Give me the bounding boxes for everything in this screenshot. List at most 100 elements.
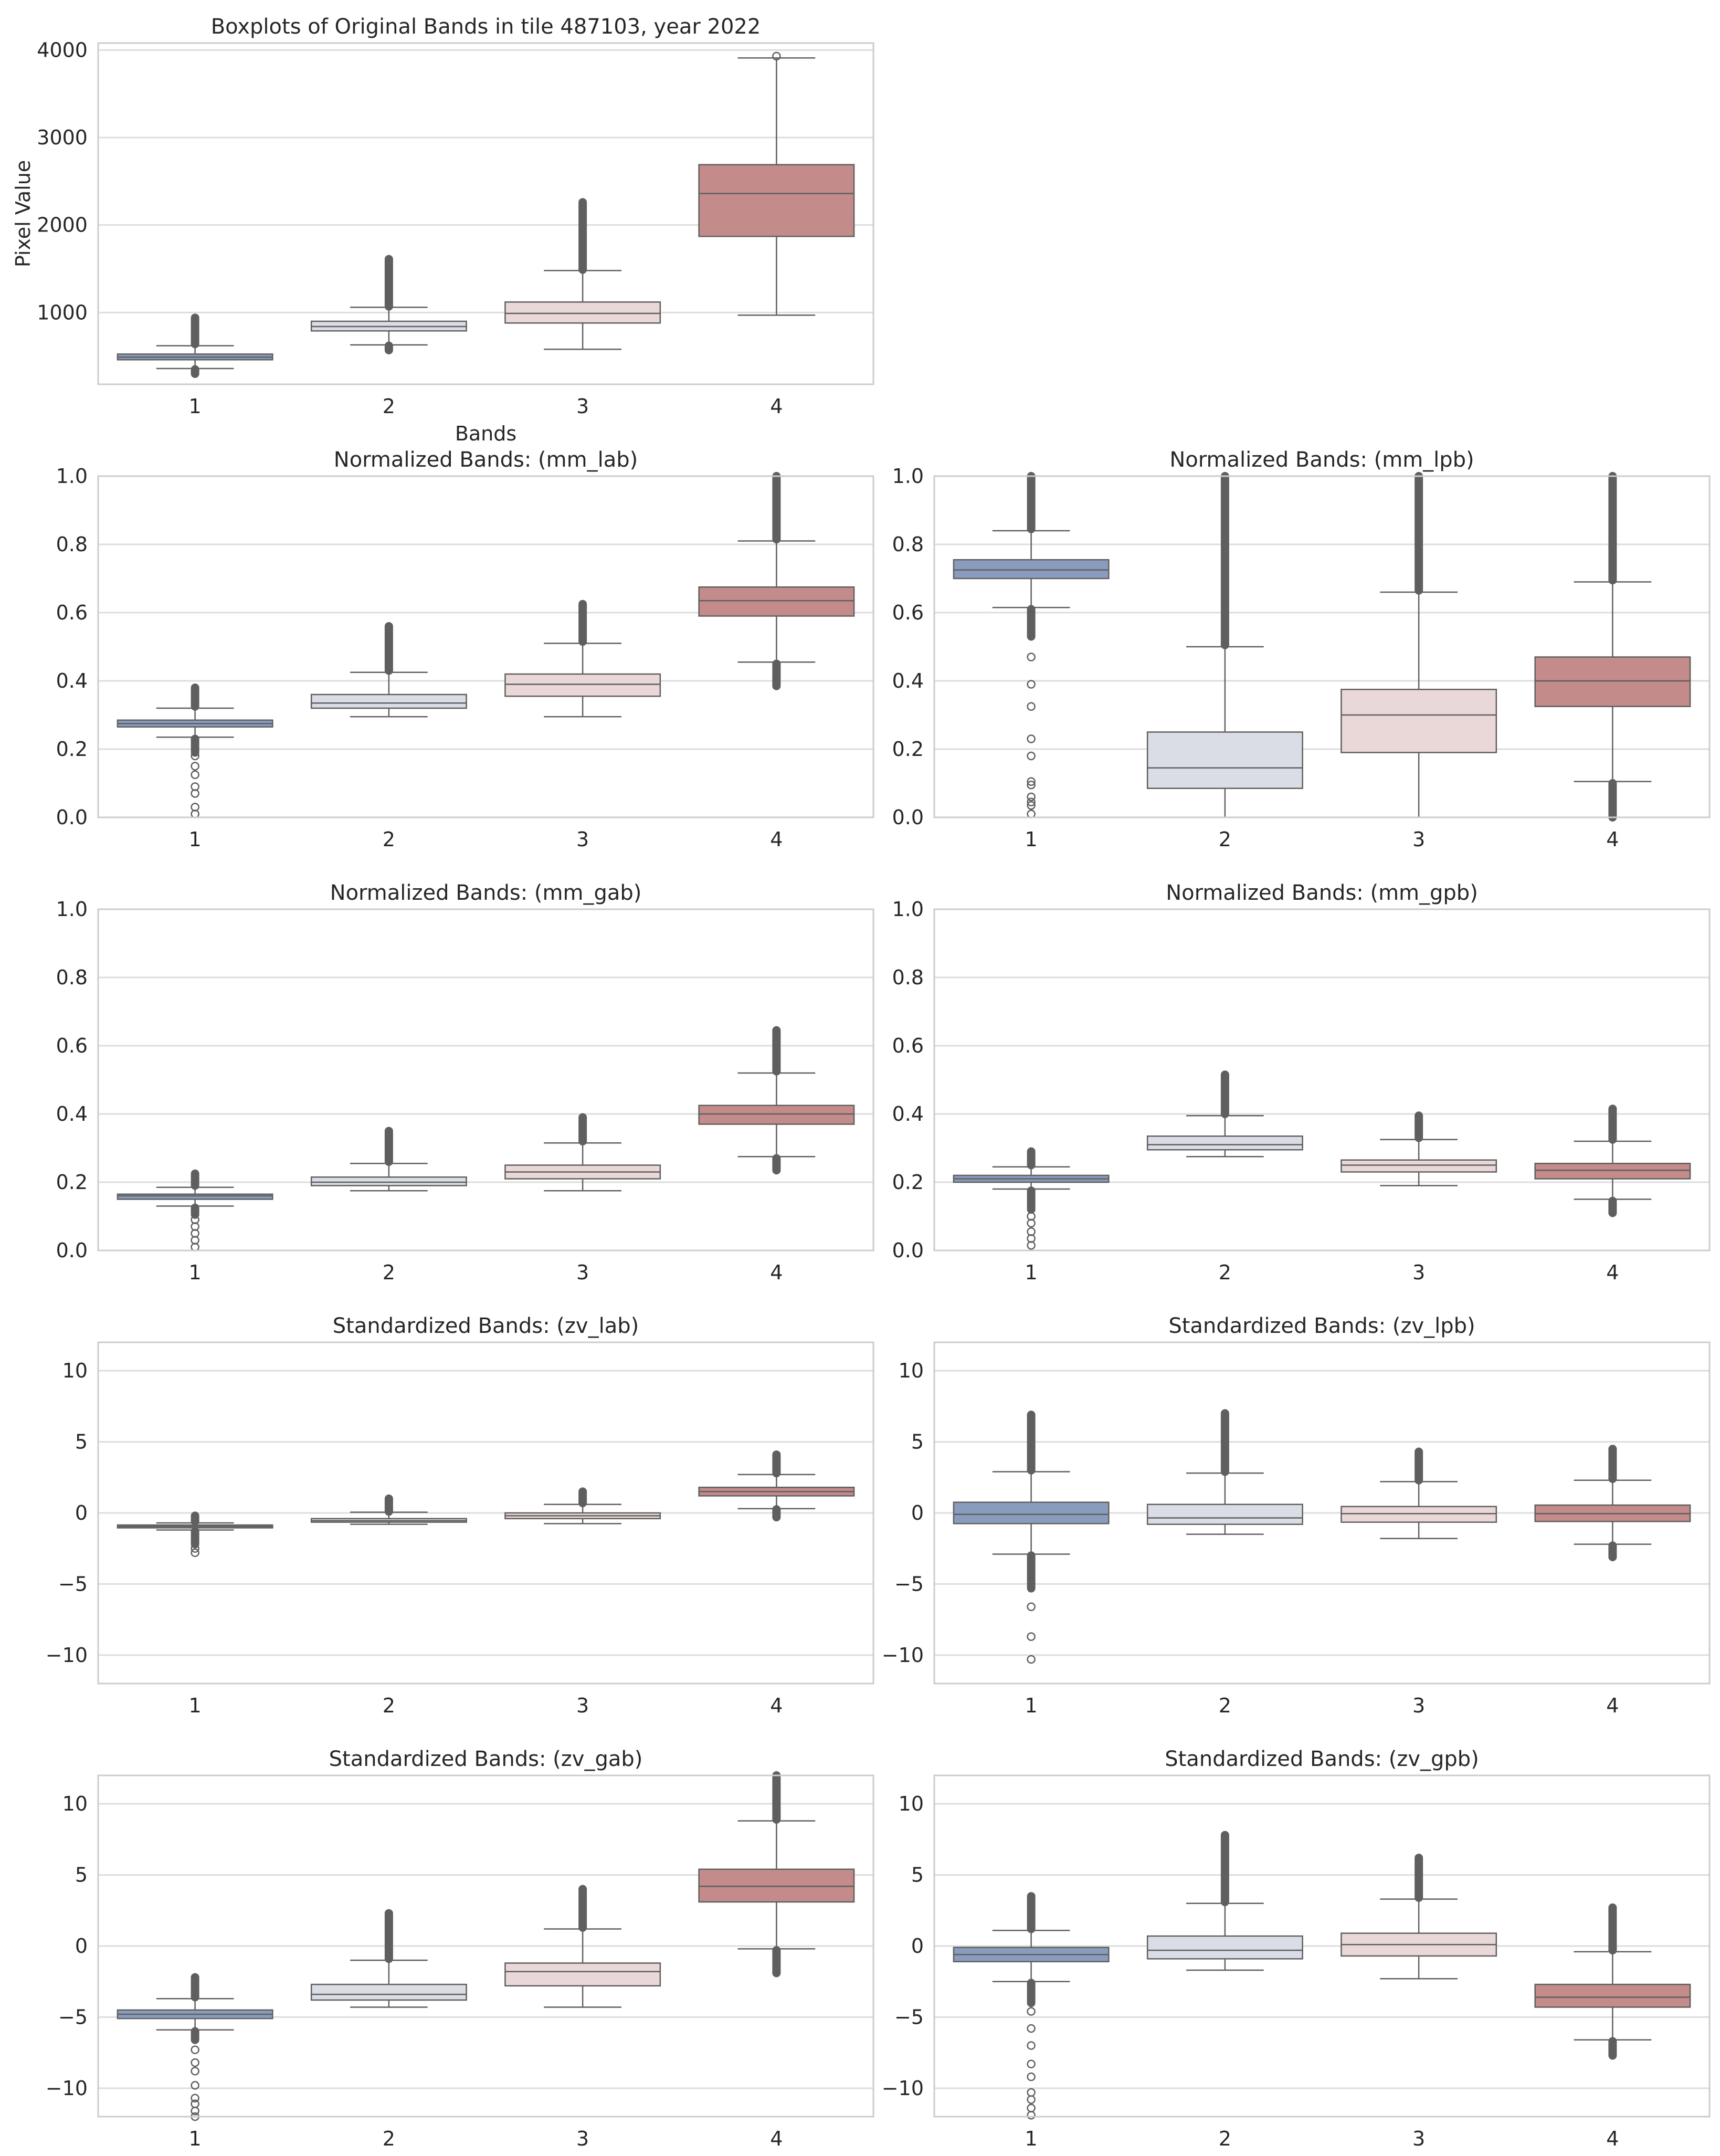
box-band-3 xyxy=(1341,472,1497,818)
subplot-title: Normalized Bands: (mm_lab) xyxy=(334,448,638,472)
fliers-low xyxy=(384,341,393,354)
box-band-3 xyxy=(1341,1447,1497,1539)
box-band-1 xyxy=(117,1973,273,2121)
x-tick-label: 4 xyxy=(770,1694,783,1717)
y-tick-label: 0.2 xyxy=(56,1171,88,1194)
y-tick-label: 0.8 xyxy=(56,533,88,556)
fliers-low xyxy=(1027,1979,1036,2007)
x-tick-label: 1 xyxy=(1025,828,1038,851)
y-tick-label: 10 xyxy=(62,1792,88,1815)
fliers-low xyxy=(191,1203,199,1219)
plot-frame xyxy=(97,42,874,385)
box-band-1 xyxy=(117,1169,273,1251)
flier-point xyxy=(1027,2059,1036,2069)
box-iqr xyxy=(1146,1935,1303,1960)
y-tick-label: 0.4 xyxy=(892,1102,924,1126)
fliers-low xyxy=(1608,1196,1617,1217)
fliers-high xyxy=(1220,1409,1229,1476)
fliers-high xyxy=(191,1169,199,1190)
box-iqr xyxy=(953,559,1110,580)
x-tick-label: 4 xyxy=(770,828,783,851)
subplot-4: 0.0 0.2 0.4 0.6 0.8 1.0 1 2 3 4 Normalized Bands: … xyxy=(56,881,874,1284)
y-tick-label: 0 xyxy=(911,1934,924,1958)
box-band-3 xyxy=(504,600,661,718)
y-tick-label: −10 xyxy=(46,1644,88,1667)
x-tick-label: 3 xyxy=(1412,1694,1425,1717)
box-band-3 xyxy=(504,1885,661,2008)
flier-point xyxy=(191,789,199,798)
box-band-3 xyxy=(1341,1111,1497,1186)
fliers-high xyxy=(191,1973,199,2002)
fliers-high xyxy=(772,1026,781,1076)
fliers-high xyxy=(1220,472,1229,649)
flier-point xyxy=(1027,1655,1036,1664)
box-band-2 xyxy=(310,622,467,718)
plot-frame xyxy=(97,475,874,818)
subplot-title: Standardized Bands: (zv_lab) xyxy=(333,1314,639,1338)
x-tick-label: 3 xyxy=(1412,828,1425,851)
fliers-high xyxy=(578,1487,587,1508)
box-iqr xyxy=(1146,1503,1303,1525)
box-band-4 xyxy=(698,472,855,690)
x-tick-label: 1 xyxy=(1025,2127,1038,2150)
flier-point xyxy=(1027,2024,1036,2033)
fliers-high xyxy=(1415,472,1423,595)
subplot-title: Standardized Bands: (zv_gab) xyxy=(329,1747,643,1771)
plot-frame xyxy=(933,908,1711,1251)
box-band-2 xyxy=(310,255,467,354)
box-iqr xyxy=(698,164,855,237)
fliers-high xyxy=(1608,1105,1617,1144)
plot-frame xyxy=(933,1774,1711,2118)
subplot-7: −10 −5 0 5 10 1 2 3 4 Standardized Bands: (zv_lpb… xyxy=(882,1314,1711,1717)
flier-point xyxy=(1027,781,1036,790)
plot-frame xyxy=(97,1774,874,2118)
x-tick-label: 1 xyxy=(189,828,202,851)
box-band-3 xyxy=(504,198,661,350)
y-tick-label: 0.6 xyxy=(892,1034,924,1057)
fliers-high xyxy=(1415,1854,1423,1902)
x-tick-label: 3 xyxy=(576,2127,589,2150)
fliers-high xyxy=(1415,1447,1423,1485)
y-tick-label: 4000 xyxy=(37,38,88,61)
x-tick-label: 2 xyxy=(1219,1261,1231,1284)
box-iqr xyxy=(1146,731,1303,789)
box-band-2 xyxy=(310,1494,467,1525)
y-tick-label: 0.0 xyxy=(56,1239,88,1262)
box-iqr xyxy=(1146,1135,1303,1151)
plot-frame xyxy=(933,1341,1711,1685)
y-tick-label: 1.0 xyxy=(892,465,924,488)
fliers-high xyxy=(191,683,199,711)
y-tick-label: 0.8 xyxy=(56,966,88,989)
y-tick-label: 0 xyxy=(75,1501,88,1524)
box-band-1 xyxy=(117,313,273,378)
fliers-high xyxy=(1220,1831,1229,1907)
flier-point xyxy=(1027,653,1036,661)
flier-point xyxy=(1027,680,1036,689)
fliers-high xyxy=(772,472,781,544)
plot-area xyxy=(934,476,1710,817)
x-tick-label: 3 xyxy=(1412,1261,1425,1284)
flier-point xyxy=(1027,2111,1036,2120)
subplot-title: Standardized Bands: (zv_lpb) xyxy=(1168,1314,1475,1338)
fliers-high xyxy=(191,1511,199,1526)
flier-point xyxy=(191,2045,199,2054)
plot-frame xyxy=(933,475,1711,818)
fliers-low xyxy=(772,659,781,690)
fliers-high xyxy=(384,1494,393,1516)
box-iqr xyxy=(698,586,855,617)
box-band-1 xyxy=(117,683,273,818)
y-tick-label: 0.8 xyxy=(892,533,924,556)
fliers-low xyxy=(1608,1541,1617,1561)
box-iqr xyxy=(953,1501,1110,1524)
fliers-high xyxy=(772,1771,781,1824)
box-band-1 xyxy=(953,1411,1110,1664)
flier-point xyxy=(191,2094,199,2103)
y-tick-label: 1.0 xyxy=(56,898,88,921)
flier-point xyxy=(1027,801,1036,810)
box-iqr xyxy=(1341,1159,1497,1173)
plot-frame xyxy=(97,908,874,1251)
flier-point xyxy=(1027,2041,1036,2050)
box-iqr xyxy=(310,1176,467,1186)
y-axis-label: Pixel Value xyxy=(12,160,35,267)
y-tick-label: 0.0 xyxy=(892,806,924,829)
